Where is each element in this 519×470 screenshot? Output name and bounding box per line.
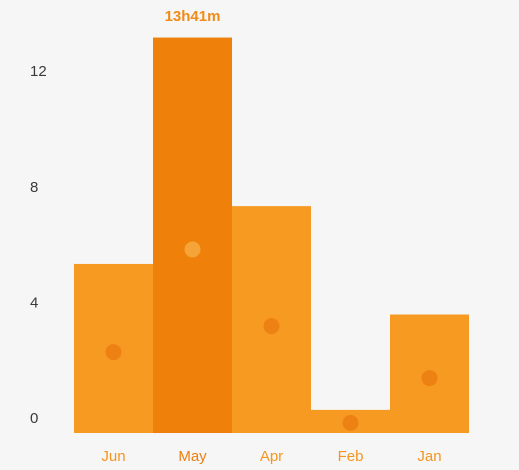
bar-marker-apr bbox=[263, 318, 280, 335]
x-tick-label-jun: Jun bbox=[101, 448, 125, 465]
bars-group bbox=[74, 37, 469, 433]
x-axis: Jun May Apr Feb Jan bbox=[101, 448, 441, 465]
y-tick-label: 4 bbox=[30, 294, 38, 311]
x-tick-label-apr: Apr bbox=[260, 448, 283, 465]
selected-value-label: 13h41m bbox=[165, 8, 221, 25]
y-axis: 0 4 8 12 bbox=[30, 63, 47, 427]
y-tick-label: 8 bbox=[30, 179, 38, 196]
markers-group bbox=[105, 241, 438, 431]
bar-marker-may bbox=[184, 241, 201, 258]
bar-marker-jan bbox=[421, 370, 438, 387]
bar-marker-feb bbox=[342, 414, 359, 431]
x-tick-label-jan: Jan bbox=[417, 448, 441, 465]
y-tick-label: 0 bbox=[30, 410, 38, 427]
bar-marker-jun bbox=[105, 344, 122, 361]
x-tick-label-may: May bbox=[178, 448, 207, 465]
y-tick-label: 12 bbox=[30, 63, 47, 80]
bar-may[interactable] bbox=[153, 37, 232, 433]
x-tick-label-feb: Feb bbox=[338, 448, 364, 465]
